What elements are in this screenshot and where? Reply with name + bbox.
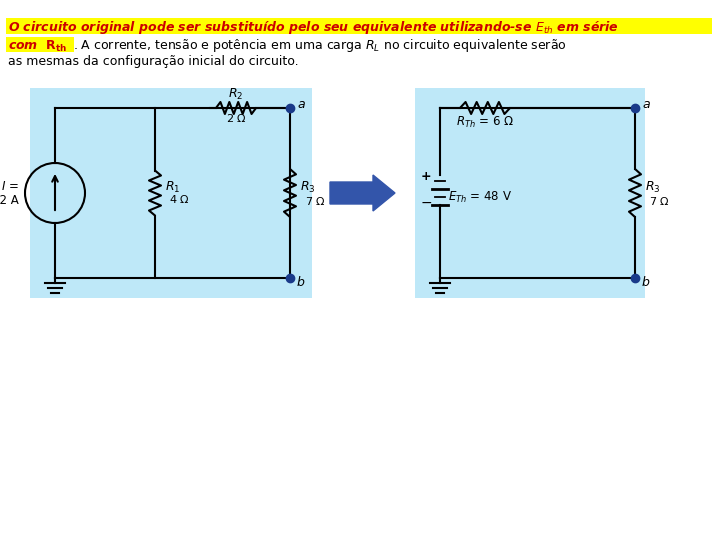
FancyArrow shape: [330, 175, 395, 211]
Text: b: b: [642, 276, 650, 289]
Text: $I$ =: $I$ =: [1, 180, 19, 193]
Text: as mesmas da configuração inicial do circuito.: as mesmas da configuração inicial do cir…: [8, 56, 299, 69]
Text: 7 $\Omega$: 7 $\Omega$: [305, 195, 325, 207]
FancyBboxPatch shape: [6, 37, 74, 52]
Text: +: +: [420, 171, 431, 184]
Text: 4 $\Omega$: 4 $\Omega$: [169, 193, 189, 205]
Text: com  $\mathbf{R_{th}}$: com $\mathbf{R_{th}}$: [8, 38, 67, 53]
Text: $R_{Th}$ = 6 $\Omega$: $R_{Th}$ = 6 $\Omega$: [456, 114, 514, 130]
Text: a: a: [297, 98, 305, 111]
Text: a: a: [642, 98, 649, 111]
Text: O circuito original pode ser substituído pelo seu equivalente utilizando-se $E_{: O circuito original pode ser substituído…: [8, 19, 619, 37]
Text: b: b: [297, 276, 305, 289]
Text: 7 $\Omega$: 7 $\Omega$: [649, 195, 670, 207]
FancyBboxPatch shape: [30, 88, 312, 298]
Text: $R_3$: $R_3$: [645, 179, 660, 194]
Text: 2 $\Omega$: 2 $\Omega$: [225, 112, 246, 124]
Text: $E_{Th}$ = 48 V: $E_{Th}$ = 48 V: [448, 190, 512, 205]
Text: $R_3$: $R_3$: [300, 179, 315, 194]
FancyBboxPatch shape: [415, 88, 645, 298]
Text: . A corrente, tensão e potência em uma carga $R_L$ no circuito equivalente serão: . A corrente, tensão e potência em uma c…: [73, 37, 567, 55]
Text: $R_1$: $R_1$: [165, 179, 181, 194]
FancyBboxPatch shape: [6, 18, 712, 34]
Text: 12 A: 12 A: [0, 193, 19, 206]
Text: $R_2$: $R_2$: [228, 86, 243, 102]
Text: −: −: [420, 195, 432, 210]
